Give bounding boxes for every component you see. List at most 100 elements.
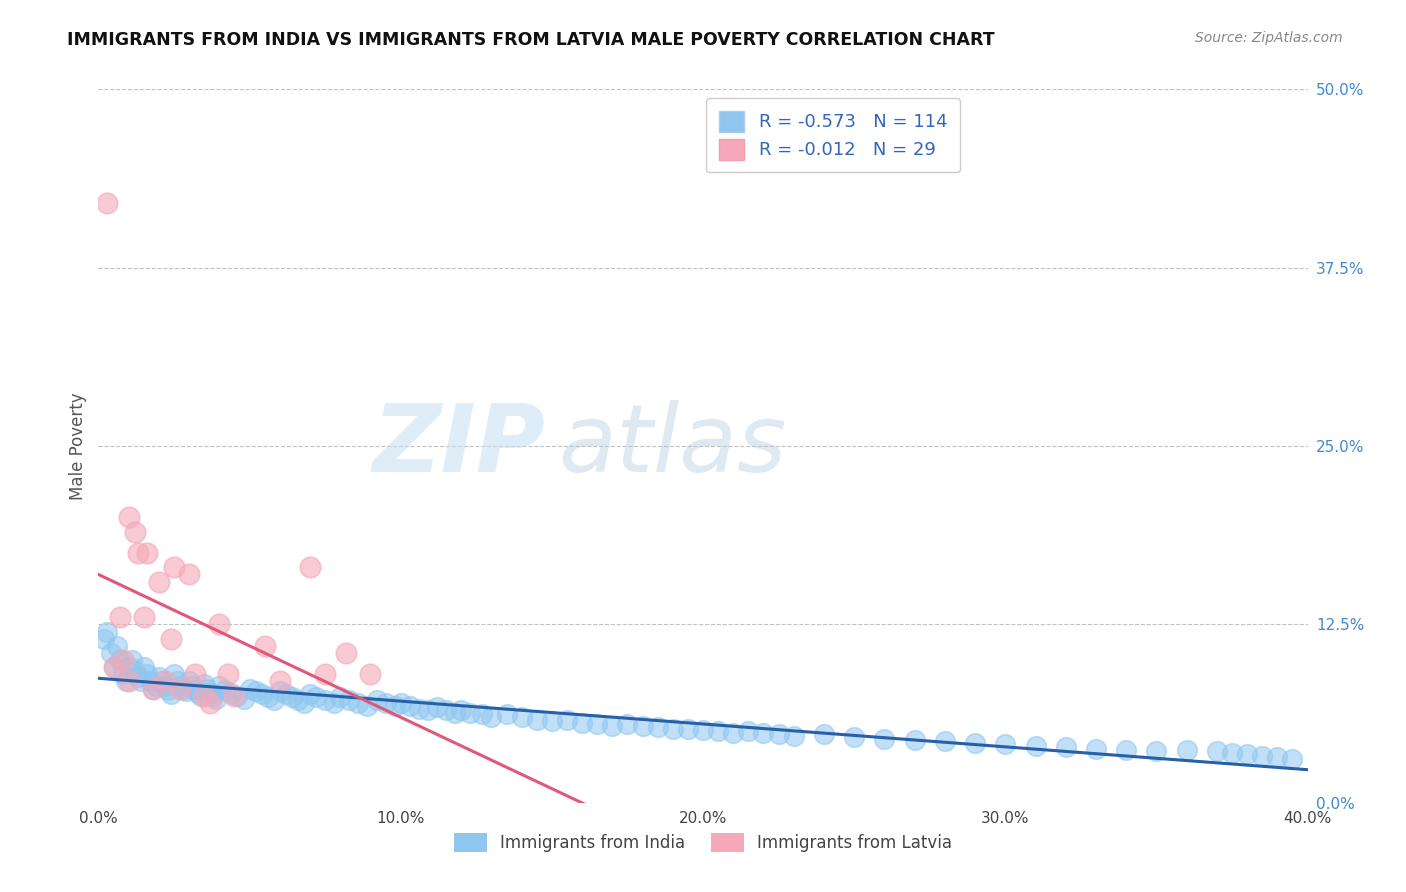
Point: [707, 724, 730, 739]
Point: [142, 681, 165, 696]
Point: [256, 690, 278, 705]
Point: [481, 710, 503, 724]
Point: [571, 715, 593, 730]
Point: [239, 681, 262, 696]
Point: [187, 686, 209, 700]
Point: [103, 660, 125, 674]
Point: [105, 639, 128, 653]
Point: [676, 722, 699, 736]
Point: [510, 710, 533, 724]
Point: [208, 617, 231, 632]
Point: [1206, 744, 1229, 758]
Point: [384, 698, 406, 713]
Point: [274, 687, 297, 701]
Point: [253, 639, 276, 653]
Point: [934, 734, 956, 748]
Point: [108, 610, 131, 624]
Point: [844, 730, 866, 744]
Point: [263, 693, 285, 707]
Point: [129, 674, 152, 689]
Point: [148, 574, 170, 589]
Point: [124, 665, 146, 679]
Point: [337, 693, 360, 707]
Point: [184, 683, 207, 698]
Point: [602, 719, 624, 733]
Point: [723, 726, 745, 740]
Point: [471, 707, 494, 722]
Point: [132, 610, 155, 624]
Text: atlas: atlas: [558, 401, 786, 491]
Point: [226, 689, 249, 703]
Point: [118, 660, 141, 674]
Point: [150, 674, 173, 689]
Y-axis label: Male Poverty: Male Poverty: [69, 392, 87, 500]
Point: [166, 674, 188, 689]
Point: [287, 693, 309, 707]
Point: [458, 706, 481, 720]
Point: [184, 667, 207, 681]
Point: [156, 683, 179, 698]
Point: [153, 674, 176, 689]
Point: [163, 667, 186, 681]
Text: Source: ZipAtlas.com: Source: ZipAtlas.com: [1195, 31, 1343, 45]
Point: [269, 674, 291, 689]
Point: [118, 674, 141, 689]
Point: [526, 713, 548, 727]
Point: [205, 691, 228, 706]
Point: [103, 660, 125, 674]
Point: [994, 737, 1017, 751]
Point: [360, 667, 382, 681]
Text: IMMIGRANTS FROM INDIA VS IMMIGRANTS FROM LATVIA MALE POVERTY CORRELATION CHART: IMMIGRANTS FROM INDIA VS IMMIGRANTS FROM…: [67, 31, 995, 49]
Point: [1251, 748, 1274, 763]
Point: [193, 689, 215, 703]
Point: [783, 729, 806, 743]
Point: [426, 700, 449, 714]
Point: [193, 677, 215, 691]
Point: [647, 720, 669, 734]
Point: [269, 684, 291, 698]
Point: [347, 696, 370, 710]
Point: [495, 707, 517, 722]
Point: [124, 524, 146, 539]
Point: [121, 653, 143, 667]
Point: [127, 546, 149, 560]
Point: [692, 723, 714, 737]
Point: [202, 689, 225, 703]
Point: [398, 698, 420, 713]
Point: [135, 546, 157, 560]
Point: [616, 717, 638, 731]
Point: [160, 687, 183, 701]
Point: [434, 703, 457, 717]
Point: [145, 679, 167, 693]
Point: [217, 667, 239, 681]
Point: [250, 687, 273, 701]
Point: [281, 690, 304, 705]
Point: [540, 714, 562, 729]
Point: [190, 689, 212, 703]
Point: [813, 727, 835, 741]
Legend: Immigrants from India, Immigrants from Latvia: Immigrants from India, Immigrants from L…: [447, 826, 959, 859]
Point: [408, 701, 430, 715]
Point: [299, 687, 322, 701]
Point: [329, 690, 352, 705]
Point: [169, 681, 191, 696]
Point: [181, 679, 204, 693]
Point: [135, 667, 157, 681]
Point: [737, 724, 759, 739]
Point: [214, 683, 236, 698]
Point: [160, 632, 183, 646]
Point: [208, 679, 231, 693]
Point: [93, 632, 115, 646]
Point: [661, 722, 683, 736]
Point: [148, 670, 170, 684]
Point: [305, 690, 328, 705]
Point: [169, 679, 191, 693]
Point: [904, 733, 927, 747]
Point: [299, 560, 322, 574]
Point: [1085, 741, 1108, 756]
Point: [752, 726, 775, 740]
Point: [174, 684, 197, 698]
Point: [200, 696, 222, 710]
Point: [132, 660, 155, 674]
Point: [179, 674, 201, 689]
